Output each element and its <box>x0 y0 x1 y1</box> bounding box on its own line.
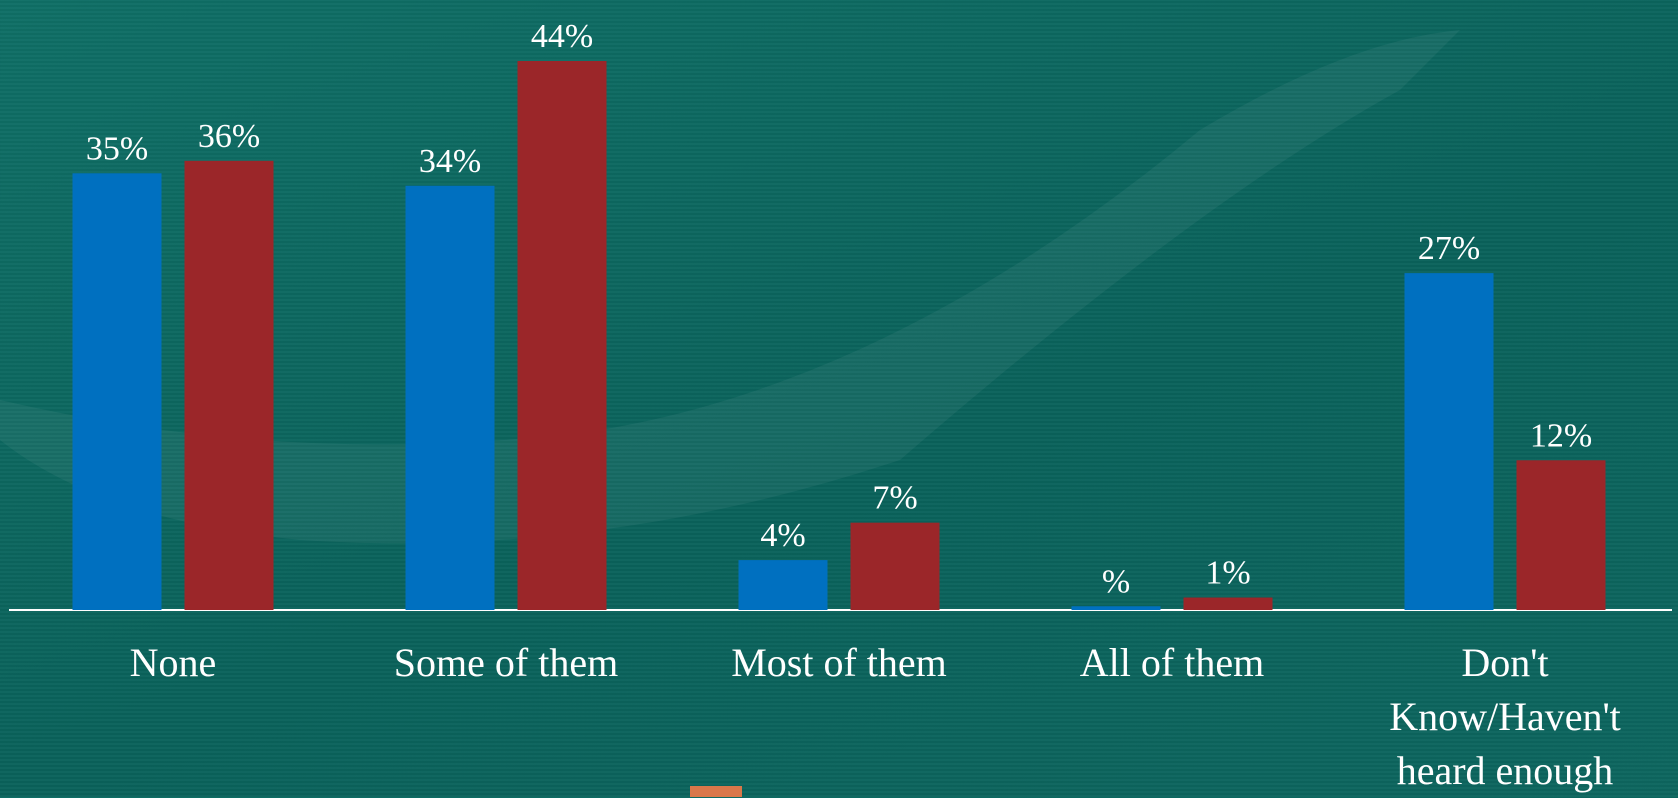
value-label: 27% <box>1418 230 1480 267</box>
bar <box>184 160 274 610</box>
bar <box>850 522 940 610</box>
value-label: 34% <box>419 143 481 180</box>
bar <box>1404 273 1494 610</box>
bar <box>1183 597 1273 610</box>
value-label: 1% <box>1205 555 1250 592</box>
x-tick-label: Some of them <box>393 640 619 685</box>
x-tick-label: Most of them <box>731 640 947 685</box>
x-tick-label: None <box>129 640 217 685</box>
value-label: 4% <box>760 517 805 554</box>
value-label: 44% <box>531 18 593 55</box>
bar <box>738 560 828 610</box>
bar <box>405 185 495 611</box>
value-label: % <box>1102 563 1130 600</box>
value-label: 7% <box>872 480 917 517</box>
x-tick-label: Don't Know/Haven't heard enough <box>1389 640 1621 793</box>
bar <box>1071 606 1161 610</box>
value-label: 12% <box>1530 417 1592 454</box>
bar <box>72 173 162 610</box>
icon <box>690 786 742 797</box>
value-label: 35% <box>86 130 148 167</box>
x-tick-label: All of them <box>1079 640 1265 685</box>
value-label: 36% <box>198 118 260 155</box>
bar <box>517 61 607 610</box>
bar <box>1516 460 1606 610</box>
